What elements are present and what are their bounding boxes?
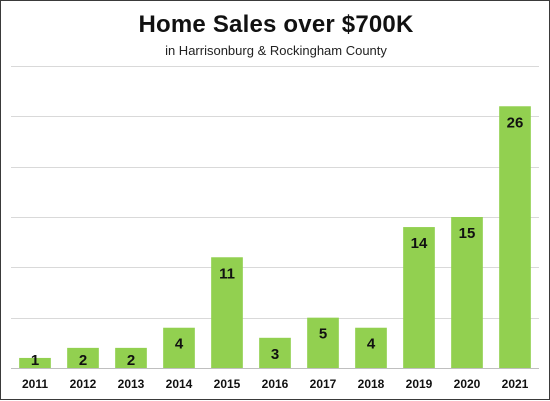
x-tick-label-2016: 2016	[262, 377, 289, 391]
data-label-2019: 14	[411, 235, 428, 252]
x-tick-label-2020: 2020	[454, 377, 481, 391]
bar-2016	[259, 337, 291, 368]
bar-2020	[451, 217, 483, 368]
bar-2021	[499, 106, 531, 369]
data-label-2013: 2	[127, 352, 135, 369]
chart-subtitle: in Harrisonburg & Rockingham County	[165, 43, 387, 58]
data-label-2017: 5	[319, 326, 327, 343]
bar-2015	[211, 257, 243, 368]
data-label-2015: 11	[219, 265, 235, 282]
x-tick-label-2014: 2014	[166, 377, 193, 391]
bar-2013	[115, 347, 147, 368]
data-label-2018: 4	[367, 336, 376, 353]
data-label-2021: 26	[507, 114, 524, 131]
x-tick-label-2021: 2021	[502, 377, 529, 391]
bar-2017	[307, 317, 339, 368]
data-label-2016: 3	[271, 346, 279, 363]
data-label-2012: 2	[79, 352, 87, 369]
x-tick-label-2018: 2018	[358, 377, 385, 391]
bar-2018	[355, 327, 387, 368]
data-label-2011: 1	[31, 352, 39, 369]
chart-title: Home Sales over $700K	[138, 11, 414, 38]
x-tick-label-2015: 2015	[214, 377, 241, 391]
x-tick-label-2017: 2017	[310, 377, 337, 391]
bar-2011	[19, 357, 51, 368]
bar-2012	[67, 347, 99, 368]
x-tick-label-2013: 2013	[118, 377, 145, 391]
data-label-2014: 4	[175, 336, 184, 353]
x-tick-label-2012: 2012	[70, 377, 97, 391]
x-tick-label-2011: 2011	[22, 377, 48, 391]
bar-2014	[163, 327, 195, 368]
x-tick-label-2019: 2019	[406, 377, 433, 391]
bar-2019	[403, 227, 435, 368]
data-label-2020: 15	[459, 225, 476, 242]
